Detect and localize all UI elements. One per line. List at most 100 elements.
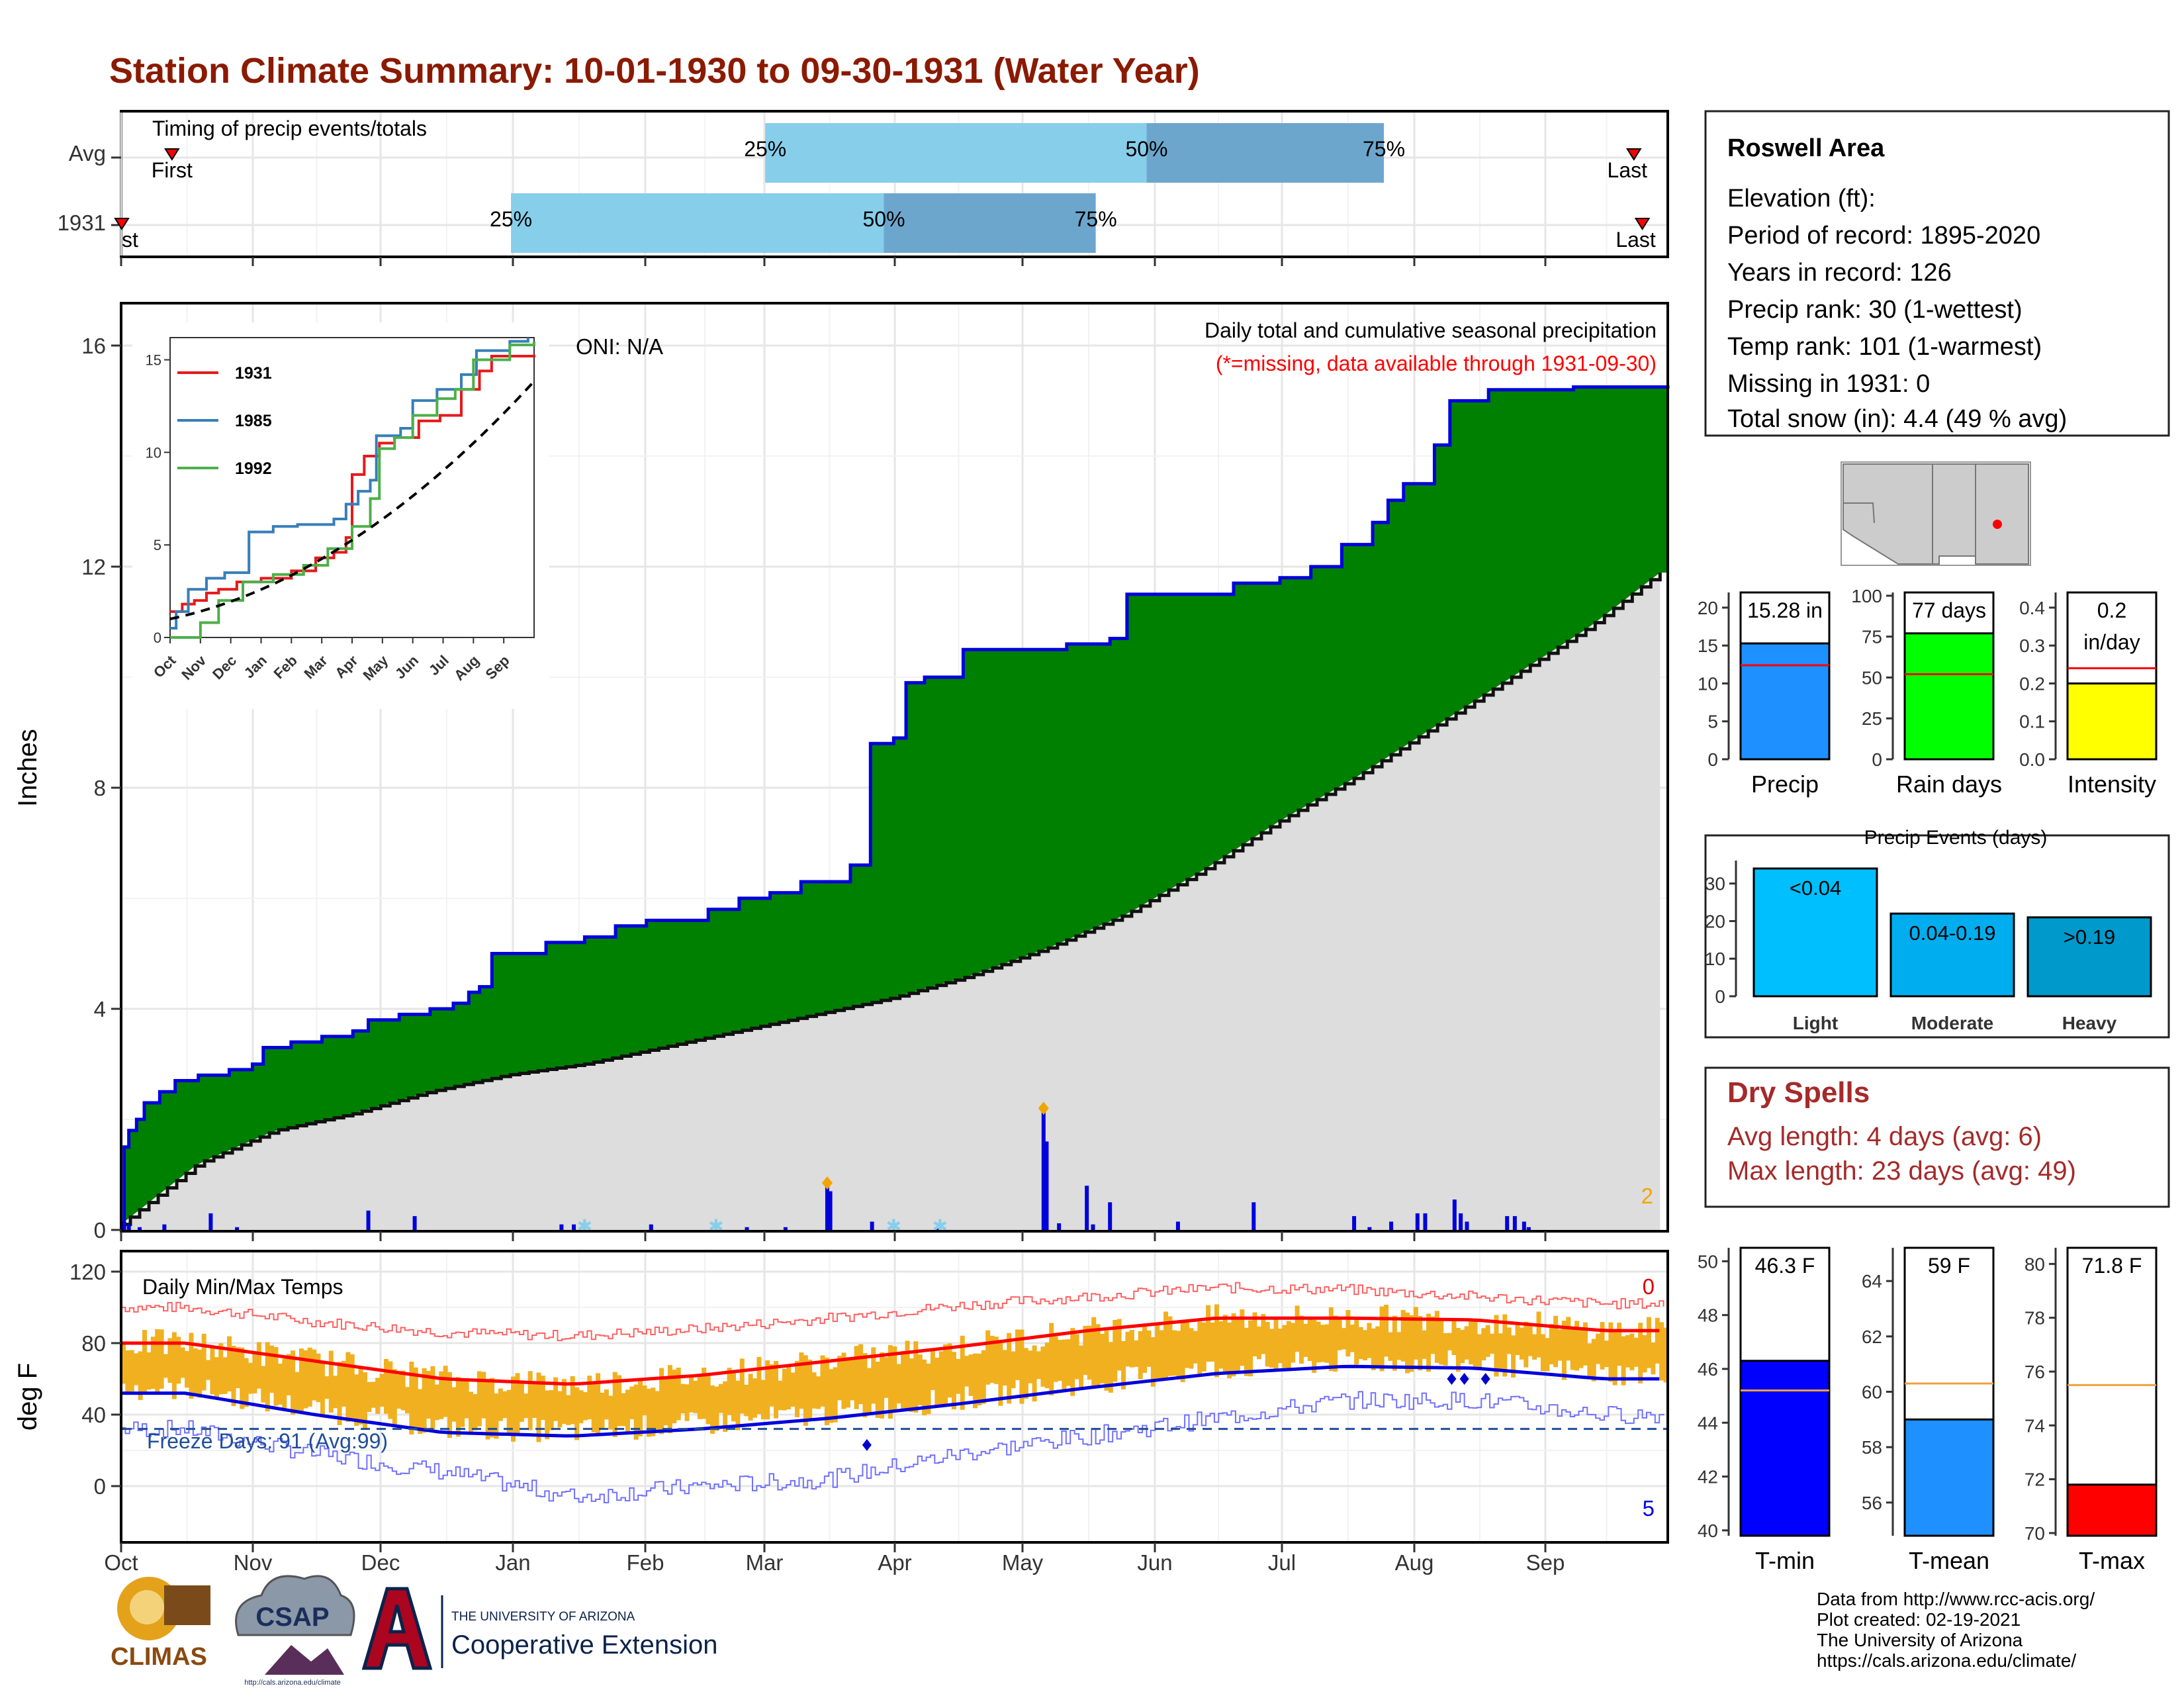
month-label-nov: Nov — [234, 1550, 273, 1575]
tmax-chart-value: 71.8 F — [2082, 1254, 2142, 1278]
daily-temp-bar — [129, 1350, 134, 1391]
inset-series-1931 — [170, 354, 535, 613]
daily-temp-bar — [252, 1352, 257, 1393]
daily-temp-bar — [1625, 1335, 1630, 1368]
page-title: Station Climate Summary: 10-01-1930 to 0… — [109, 51, 1200, 91]
climas-inner-icon — [130, 1590, 164, 1624]
daily-temp-bar — [964, 1356, 970, 1387]
daily-temp-bar — [578, 1390, 584, 1424]
daily-temp-bar — [1443, 1333, 1448, 1366]
intensity-chart-label: Intensity — [2068, 771, 2156, 798]
tmax-chart-tick-label: 80 — [2025, 1254, 2045, 1274]
dry-spells-frame — [1704, 1066, 2170, 1208]
precip-total-chart-tick-label: 0 — [1707, 749, 1718, 770]
daily-temp-bar — [735, 1380, 741, 1430]
tmean-chart-tick-label: 62 — [1862, 1327, 1882, 1347]
daily-precip-bar — [138, 1227, 142, 1230]
daily-temp-bar — [354, 1374, 359, 1426]
daily-temp-bar — [1095, 1324, 1101, 1385]
daily-temp-bar — [1180, 1321, 1185, 1382]
temp-panel: deg F 0 40 80 120 Daily Min/Max Temps Freez… — [13, 1250, 1669, 1575]
daily-temp-bar — [1413, 1307, 1418, 1360]
daily-temp-bar — [523, 1393, 529, 1419]
precip-total-chart: 0 5 10 15 20 15.28 in Precip — [1698, 591, 1831, 798]
events-tick-label: 0 — [1715, 986, 1725, 1007]
snow-marker-icon: ✱ — [933, 1216, 948, 1237]
daily-temp-bar — [1591, 1338, 1596, 1382]
daily-temp-bar — [702, 1368, 707, 1419]
station-info-box: Roswell Area Elevation (ft): Period of r… — [1704, 110, 2170, 437]
daily-temp-bar — [795, 1360, 800, 1417]
timing-label-25: 25% — [490, 207, 532, 231]
daily-temp-bar — [1261, 1314, 1266, 1354]
daily-temp-bar — [625, 1389, 630, 1434]
tmax-chart-tick-label: 74 — [2025, 1415, 2045, 1436]
daily-temp-bar — [1524, 1321, 1529, 1368]
daily-temp-bar — [570, 1376, 575, 1425]
daily-temp-bar — [1515, 1323, 1520, 1356]
daily-precip-bar — [122, 1221, 126, 1230]
temp-ytick-label: 0 — [94, 1474, 106, 1499]
daily-temp-bar — [1197, 1321, 1203, 1375]
daily-temp-bar — [180, 1347, 185, 1378]
rain-days-chart-tick-label: 25 — [1862, 708, 1882, 729]
daily-temp-bar — [1007, 1333, 1012, 1404]
station-missing: Missing in 1931: 0 — [1727, 370, 1930, 398]
tmax-chart-label: T-max — [2079, 1547, 2145, 1574]
daily-temp-bar — [498, 1388, 503, 1421]
daily-temp-bar — [1235, 1317, 1240, 1372]
missing-note: (*=missing, data available through 1931-… — [1216, 352, 1657, 375]
daily-temp-bar — [473, 1393, 478, 1430]
station-snow: Total snow (in): 4.4 (49 % avg) — [1727, 405, 2067, 433]
daily-temp-bar — [659, 1368, 664, 1434]
station-temp-rank: Temp rank: 101 (1-warmest) — [1727, 333, 2042, 361]
daily-temp-bar — [485, 1382, 490, 1440]
daily-temp-bar — [1655, 1317, 1660, 1364]
daily-temp-bar — [1582, 1322, 1588, 1366]
daily-temp-bar — [210, 1345, 215, 1395]
daily-temp-bar — [1621, 1336, 1626, 1385]
daily-temp-bar — [138, 1351, 143, 1400]
daily-precip-bar — [1175, 1221, 1180, 1230]
daily-temp-bar — [1379, 1306, 1385, 1372]
daily-precip-bar — [1044, 1141, 1049, 1230]
daily-temp-bar — [1371, 1328, 1376, 1370]
daily-temp-bar — [409, 1362, 414, 1435]
timing-bar-50-75 — [884, 193, 1096, 253]
daily-temp-bar — [1596, 1333, 1601, 1364]
daily-temp-bar — [1265, 1322, 1270, 1367]
daily-temp-bar — [1337, 1319, 1342, 1350]
locator-map — [1841, 461, 2031, 566]
daily-temp-bar — [998, 1342, 1003, 1406]
rain-days-chart-bar — [1903, 632, 1995, 761]
month-label-jul: Jul — [1268, 1550, 1296, 1575]
daily-temp-bar — [1511, 1335, 1516, 1378]
precip-total-chart-tick-label: 5 — [1707, 712, 1718, 732]
record-event-marker-icon — [1447, 1373, 1457, 1385]
daily-temp-bar — [439, 1371, 444, 1419]
daily-temp-bar — [349, 1354, 355, 1421]
daily-temp-bar — [375, 1378, 381, 1414]
daily-temp-bar — [1256, 1326, 1261, 1360]
daily-temp-bar — [684, 1384, 690, 1421]
daily-temp-bar — [1011, 1351, 1016, 1389]
climas-wordmark: CLIMAS — [111, 1643, 207, 1671]
daily-temp-bar — [739, 1358, 745, 1414]
rain-days-chart: 0 25 50 75 100 77 days Rain days — [1851, 586, 2002, 798]
last-marker-icon — [1634, 218, 1651, 230]
tmax-chart-tick-label: 72 — [2025, 1470, 2045, 1490]
record-event-marker-icon — [1459, 1373, 1469, 1385]
daily-temp-bar — [697, 1374, 702, 1419]
daily-temp-bar — [1138, 1331, 1143, 1380]
daily-temp-bar — [333, 1376, 338, 1409]
tmean-chart-bar — [1903, 1418, 1995, 1537]
daily-temp-bar — [1561, 1321, 1567, 1380]
daily-precip-bar — [162, 1224, 167, 1230]
daily-temp-bar — [443, 1366, 448, 1417]
daily-temp-bar — [400, 1370, 406, 1411]
daily-temp-bar — [307, 1347, 312, 1407]
daily-temp-bar — [667, 1365, 672, 1434]
daily-temp-bar — [434, 1384, 439, 1421]
daily-temp-bar — [189, 1333, 194, 1399]
daily-temp-bar — [1091, 1317, 1097, 1386]
